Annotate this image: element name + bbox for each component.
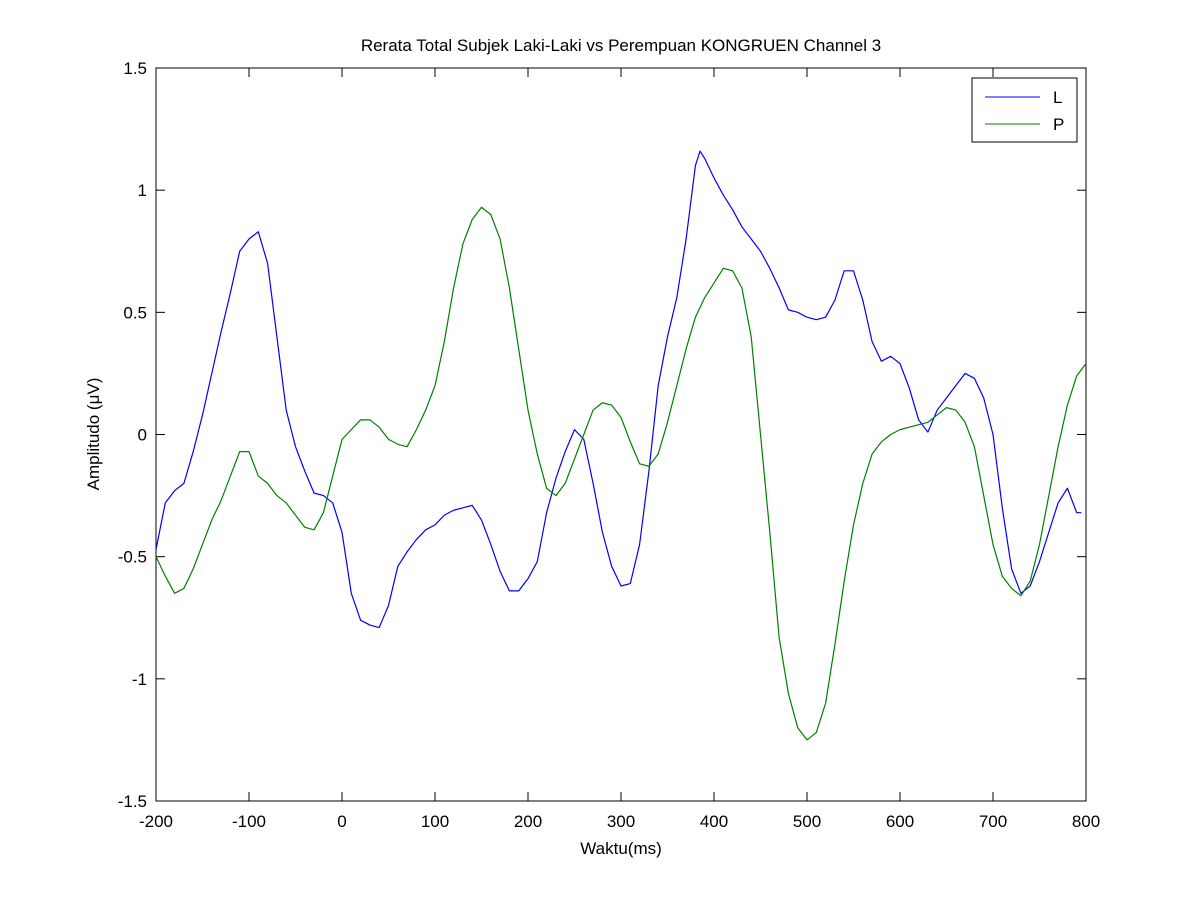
x-tick-label: 400	[700, 812, 728, 831]
x-tick-label: -200	[139, 812, 173, 831]
legend-label-p: P	[1053, 115, 1064, 134]
x-tick-label: 600	[886, 812, 914, 831]
series-line-l	[155, 150, 1082, 629]
x-axis-label: Waktu(ms)	[580, 839, 662, 858]
x-tick-label: 200	[514, 812, 542, 831]
x-tick-label: 700	[979, 812, 1007, 831]
y-tick-label: -0.5	[118, 548, 147, 567]
axis-ticks: -200 -100 0 100 200 300 400 500 600 700 800 -1.5 -1 -…	[118, 59, 1100, 831]
y-tick-label: 1	[138, 181, 147, 200]
legend-label-l: L	[1053, 88, 1062, 107]
y-tick-label: 0	[138, 426, 147, 445]
y-tick-label: -1.5	[118, 792, 147, 811]
series-lines	[155, 150, 1087, 741]
x-tick-label: 100	[421, 812, 449, 831]
y-tick-label: -1	[132, 670, 147, 689]
legend-box	[971, 77, 1078, 143]
x-tick-label: -100	[232, 812, 266, 831]
y-tick-label: 1.5	[123, 59, 147, 78]
y-axis-label: Amplitudo (μV)	[84, 378, 103, 491]
series-line-p	[155, 206, 1087, 741]
x-tick-label: 500	[793, 812, 821, 831]
plot-area	[155, 67, 1087, 802]
y-tick-label: 0.5	[123, 303, 147, 322]
chart-title: Rerata Total Subjek Laki-Laki vs Perempu…	[361, 36, 881, 55]
legend: L P	[971, 77, 1078, 143]
x-tick-label: 0	[337, 812, 346, 831]
x-tick-label: 300	[607, 812, 635, 831]
x-tick-label: 800	[1072, 812, 1100, 831]
